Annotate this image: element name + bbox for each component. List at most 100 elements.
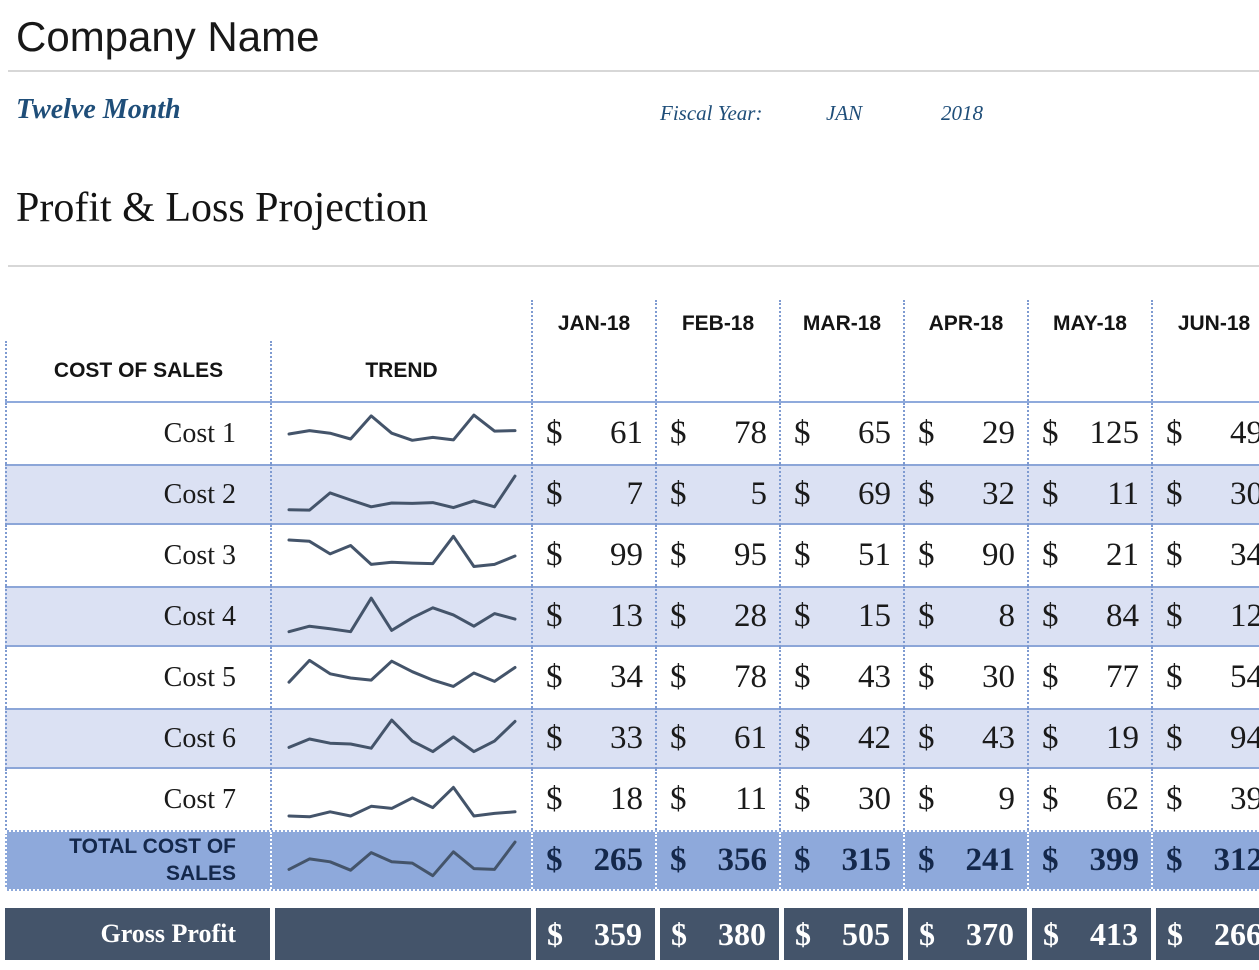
column-header-trend[interactable]: TREND: [270, 341, 531, 401]
money-cell[interactable]: $39: [1151, 769, 1259, 830]
total-money-cell[interactable]: $241: [903, 832, 1027, 889]
money-cell[interactable]: $30: [903, 647, 1027, 708]
total-money-cell[interactable]: $315: [779, 832, 903, 889]
money-cell[interactable]: $99: [531, 525, 655, 586]
money-cell[interactable]: $61: [531, 403, 655, 464]
money-cell[interactable]: $34: [531, 647, 655, 708]
currency-symbol: $: [1042, 842, 1059, 878]
cell-value: 49: [1230, 415, 1259, 451]
row-label[interactable]: Cost 1: [5, 403, 270, 464]
currency-symbol: $: [918, 415, 935, 451]
currency-symbol: $: [794, 720, 811, 756]
total-row-label[interactable]: TOTAL COST OF SALES: [5, 832, 270, 889]
currency-symbol: $: [670, 720, 687, 756]
money-cell[interactable]: $19: [1027, 708, 1151, 769]
money-cell[interactable]: $30: [779, 769, 903, 830]
table-row: Cost 7 $18 $11 $30 $9 $62 $39: [5, 769, 1259, 830]
money-cell[interactable]: $77: [1027, 647, 1151, 708]
currency-symbol: $: [919, 915, 935, 952]
currency-symbol: $: [1167, 915, 1183, 952]
money-cell[interactable]: $84: [1027, 586, 1151, 647]
money-cell[interactable]: $61: [655, 708, 779, 769]
money-cell[interactable]: $94: [1151, 708, 1259, 769]
gross-money-cell[interactable]: $359: [531, 908, 655, 960]
money-cell[interactable]: $42: [779, 708, 903, 769]
fiscal-year-value[interactable]: 2018: [941, 101, 983, 125]
money-cell[interactable]: $13: [531, 586, 655, 647]
money-cell[interactable]: $78: [655, 647, 779, 708]
money-cell[interactable]: $43: [903, 708, 1027, 769]
currency-symbol: $: [1042, 415, 1059, 451]
column-header-month[interactable]: FEB-18: [655, 300, 779, 401]
money-cell[interactable]: $90: [903, 525, 1027, 586]
money-cell[interactable]: $5: [655, 464, 779, 525]
money-cell[interactable]: $32: [903, 464, 1027, 525]
money-cell[interactable]: $11: [655, 769, 779, 830]
cell-value: 95: [734, 537, 767, 573]
money-cell[interactable]: $7: [531, 464, 655, 525]
column-header-month[interactable]: MAR-18: [779, 300, 903, 401]
currency-symbol: $: [794, 415, 811, 451]
column-header-month[interactable]: JUN-18: [1151, 300, 1259, 401]
gross-money-cell[interactable]: $505: [779, 908, 903, 960]
currency-symbol: $: [918, 720, 935, 756]
money-cell[interactable]: $62: [1027, 769, 1151, 830]
total-row-label-text: TOTAL COST OF SALES: [69, 835, 236, 885]
cell-value: 12: [1230, 598, 1259, 634]
money-cell[interactable]: $125: [1027, 403, 1151, 464]
money-cell[interactable]: $8: [903, 586, 1027, 647]
money-cell[interactable]: $95: [655, 525, 779, 586]
money-cell[interactable]: $21: [1027, 525, 1151, 586]
row-label[interactable]: Cost 2: [5, 464, 270, 525]
money-cell[interactable]: $9: [903, 769, 1027, 830]
money-cell[interactable]: $43: [779, 647, 903, 708]
total-money-cell[interactable]: $399: [1027, 832, 1151, 889]
gross-money-cell[interactable]: $380: [655, 908, 779, 960]
column-header-cost-of-sales[interactable]: COST OF SALES: [5, 341, 270, 401]
row-label[interactable]: Cost 5: [5, 647, 270, 708]
fiscal-month-value[interactable]: JAN: [826, 101, 863, 125]
company-name[interactable]: Company Name: [16, 13, 320, 60]
row-label[interactable]: Cost 3: [5, 525, 270, 586]
money-cell[interactable]: $29: [903, 403, 1027, 464]
gross-money-cell[interactable]: $266: [1151, 908, 1259, 960]
currency-symbol: $: [918, 842, 935, 878]
money-cell[interactable]: $78: [655, 403, 779, 464]
table-row-total: TOTAL COST OF SALES $265 $356 $315 $241 $399 $…: [5, 830, 1259, 891]
money-cell[interactable]: $65: [779, 403, 903, 464]
money-cell[interactable]: $30: [1151, 464, 1259, 525]
total-money-cell[interactable]: $312: [1151, 832, 1259, 889]
money-cell[interactable]: $12: [1151, 586, 1259, 647]
gross-profit-label[interactable]: Gross Profit: [5, 908, 270, 960]
total-money-cell[interactable]: $356: [655, 832, 779, 889]
total-money-cell[interactable]: $265: [531, 832, 655, 889]
currency-symbol: $: [1043, 915, 1059, 952]
column-header-month[interactable]: JAN-18: [531, 300, 655, 401]
money-cell[interactable]: $54: [1151, 647, 1259, 708]
row-label[interactable]: Cost 7: [5, 769, 270, 830]
currency-symbol: $: [918, 659, 935, 695]
money-cell[interactable]: $33: [531, 708, 655, 769]
money-cell[interactable]: $34: [1151, 525, 1259, 586]
currency-symbol: $: [918, 598, 935, 634]
column-header-month[interactable]: APR-18: [903, 300, 1027, 401]
money-cell[interactable]: $18: [531, 769, 655, 830]
row-label[interactable]: Cost 4: [5, 586, 270, 647]
money-cell[interactable]: $28: [655, 586, 779, 647]
cell-value: 9: [998, 781, 1016, 817]
currency-symbol: $: [1166, 537, 1183, 573]
currency-symbol: $: [794, 476, 811, 512]
column-header-month[interactable]: MAY-18: [1027, 300, 1151, 401]
report-subtitle[interactable]: Twelve Month: [16, 94, 181, 125]
money-cell[interactable]: $51: [779, 525, 903, 586]
money-cell[interactable]: $15: [779, 586, 903, 647]
money-cell[interactable]: $11: [1027, 464, 1151, 525]
gross-trend-empty-cell: [270, 908, 531, 960]
row-label[interactable]: Cost 6: [5, 708, 270, 769]
money-cell[interactable]: $49: [1151, 403, 1259, 464]
cell-value: 61: [734, 720, 767, 756]
currency-symbol: $: [670, 781, 687, 817]
gross-money-cell[interactable]: $370: [903, 908, 1027, 960]
money-cell[interactable]: $69: [779, 464, 903, 525]
gross-money-cell[interactable]: $413: [1027, 908, 1151, 960]
